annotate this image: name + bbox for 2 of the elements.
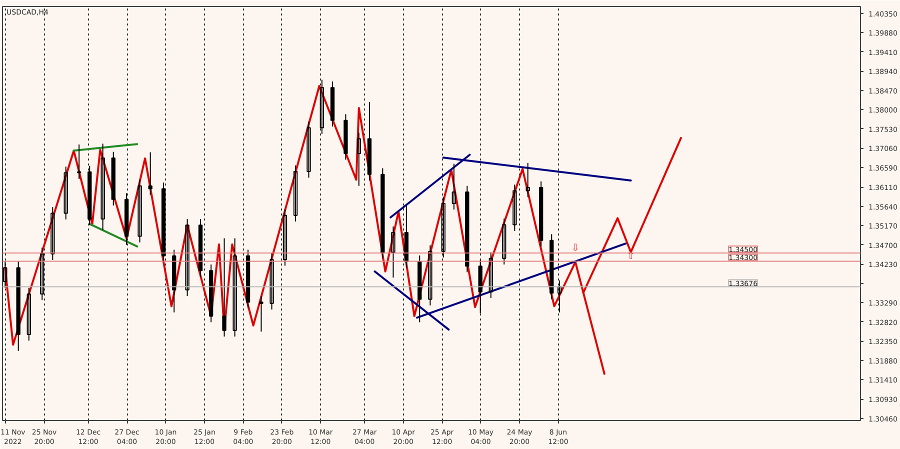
annotation: ⇩ [571,243,580,254]
annotation: ⇧ [626,251,636,262]
